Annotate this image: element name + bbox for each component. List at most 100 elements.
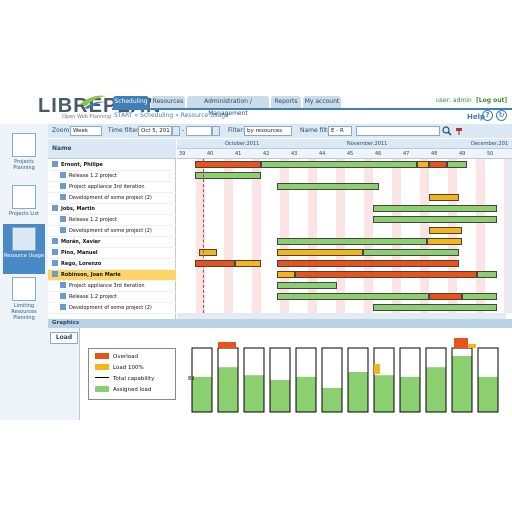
- expand-icon[interactable]: [60, 304, 66, 310]
- resource-row[interactable]: Morán, Xavier: [48, 237, 176, 248]
- load-bar[interactable]: [277, 183, 379, 190]
- load-bar[interactable]: [295, 271, 477, 278]
- expand-icon[interactable]: [52, 271, 58, 277]
- assigned-load-area: [348, 372, 368, 412]
- load-bar[interactable]: [363, 249, 459, 256]
- expand-icon[interactable]: [60, 293, 66, 299]
- load-chart-panel: Load Overload Load 100% Total capability…: [48, 328, 512, 420]
- name-filter-select[interactable]: E - R: [328, 126, 352, 136]
- load-bar[interactable]: [373, 304, 497, 311]
- tab-administration[interactable]: Administration / Management: [187, 96, 269, 117]
- expand-icon[interactable]: [60, 216, 66, 222]
- tab-resources[interactable]: Resources: [151, 96, 185, 108]
- load-bar[interactable]: [277, 271, 295, 278]
- help-link[interactable]: Help: [467, 113, 486, 121]
- task-row[interactable]: Release 1.2 project: [48, 292, 176, 303]
- load-bar[interactable]: [277, 293, 429, 300]
- calendar-icon[interactable]: [172, 126, 180, 136]
- sidebar-item-resource-usage[interactable]: Resource Usage: [3, 224, 45, 274]
- breadcrumb-scheduling[interactable]: Scheduling: [140, 112, 174, 119]
- load-bar[interactable]: [199, 249, 217, 256]
- search-input[interactable]: [356, 126, 440, 136]
- sidebar-item-label: Projects Planning: [13, 159, 35, 171]
- task-row[interactable]: Project appliance 3rd iteration: [48, 281, 176, 292]
- load-bar[interactable]: [277, 260, 459, 267]
- search-icon[interactable]: [442, 126, 452, 136]
- load-bar[interactable]: [429, 293, 462, 300]
- expand-icon[interactable]: [52, 249, 58, 255]
- resource-row[interactable]: Pino, Manuel: [48, 248, 176, 259]
- filter-select[interactable]: by resources: [244, 126, 292, 136]
- load-100-area: [468, 344, 476, 348]
- tab-load[interactable]: Load: [50, 332, 78, 344]
- name-column-header[interactable]: Name: [48, 139, 176, 159]
- tab-my-account[interactable]: My account: [303, 96, 341, 108]
- sidebar-item-projects-planning[interactable]: Projects Planning: [3, 130, 45, 180]
- resource-row[interactable]: Robinson, Joan Marie: [48, 270, 176, 281]
- load-bar[interactable]: [373, 216, 497, 223]
- resource-row[interactable]: Jobs, Martin: [48, 204, 176, 215]
- expand-icon[interactable]: [60, 282, 66, 288]
- filter-options-icon[interactable]: [454, 126, 464, 136]
- resource-row[interactable]: Rego, Lorenzo: [48, 259, 176, 270]
- non-working-stripe: [280, 159, 289, 313]
- user-label: user: admin: [436, 97, 472, 104]
- load-bar[interactable]: [429, 194, 459, 201]
- task-row[interactable]: Development of some project (2): [48, 303, 176, 314]
- load-bar[interactable]: [195, 161, 261, 168]
- task-row[interactable]: Release 1.2 project: [48, 215, 176, 226]
- calendar-icon[interactable]: [212, 126, 220, 136]
- load-bar[interactable]: [462, 293, 497, 300]
- time-to-input[interactable]: [186, 126, 212, 136]
- load-bar[interactable]: [429, 161, 447, 168]
- tab-scheduling[interactable]: Scheduling: [113, 96, 149, 108]
- vertical-scrollbar[interactable]: [506, 159, 512, 313]
- row-label: Morán, Xavier: [61, 239, 101, 245]
- load-bar[interactable]: [277, 249, 363, 256]
- task-row[interactable]: Development of some project (2): [48, 226, 176, 237]
- logo-swoosh-icon: [80, 95, 106, 109]
- resource-row[interactable]: Ernont, Philipe: [48, 160, 176, 171]
- load-bar[interactable]: [277, 238, 427, 245]
- time-from-input[interactable]: Oct 5, 201: [138, 126, 172, 136]
- week-label: 49: [459, 151, 466, 157]
- logout-link[interactable]: [Log out]: [476, 97, 508, 104]
- load-bar[interactable]: [373, 205, 497, 212]
- load-bar[interactable]: [195, 260, 235, 267]
- expand-icon[interactable]: [52, 260, 58, 266]
- load-bar[interactable]: [277, 282, 337, 289]
- expand-icon[interactable]: [60, 194, 66, 200]
- row-label: Project appliance 3rd iteration: [69, 283, 145, 289]
- expand-icon[interactable]: [60, 172, 66, 178]
- breadcrumb-start[interactable]: START: [114, 112, 133, 119]
- load-bar[interactable]: [417, 161, 429, 168]
- load-bar[interactable]: [261, 161, 417, 168]
- breadcrumb-sep: »: [134, 112, 139, 119]
- task-row[interactable]: Development of some project (2): [48, 193, 176, 204]
- tab-reports[interactable]: Reports: [271, 96, 301, 108]
- capability-outline: [191, 347, 213, 413]
- load-bar[interactable]: [447, 161, 467, 168]
- expand-icon[interactable]: [52, 205, 58, 211]
- expand-icon[interactable]: [60, 227, 66, 233]
- help-icon[interactable]: ?: [482, 110, 493, 121]
- expand-icon[interactable]: [52, 238, 58, 244]
- expand-icon[interactable]: [60, 183, 66, 189]
- load-bar[interactable]: [195, 172, 261, 179]
- load-bar[interactable]: [429, 227, 462, 234]
- horizontal-scrollbar[interactable]: [177, 313, 506, 319]
- sidebar-item-projects-list[interactable]: Projects List: [3, 182, 45, 232]
- chart-tabs: Load: [48, 328, 80, 420]
- non-working-stripe: [392, 159, 401, 313]
- sidebar-item-limiting-resources[interactable]: Limiting Resources Planning: [3, 274, 45, 324]
- load-bar[interactable]: [477, 271, 497, 278]
- chart-axis-label: 80: [188, 376, 195, 382]
- load-bar[interactable]: [427, 238, 462, 245]
- task-row[interactable]: Release 1.2 project: [48, 171, 176, 182]
- load-bar[interactable]: [235, 260, 261, 267]
- zoom-select[interactable]: Week: [70, 126, 102, 136]
- graphics-panel-header[interactable]: Graphics: [48, 319, 512, 328]
- expand-icon[interactable]: [52, 161, 58, 167]
- task-row[interactable]: Project appliance 3rd iteration: [48, 182, 176, 193]
- refresh-icon[interactable]: ↻: [496, 110, 507, 121]
